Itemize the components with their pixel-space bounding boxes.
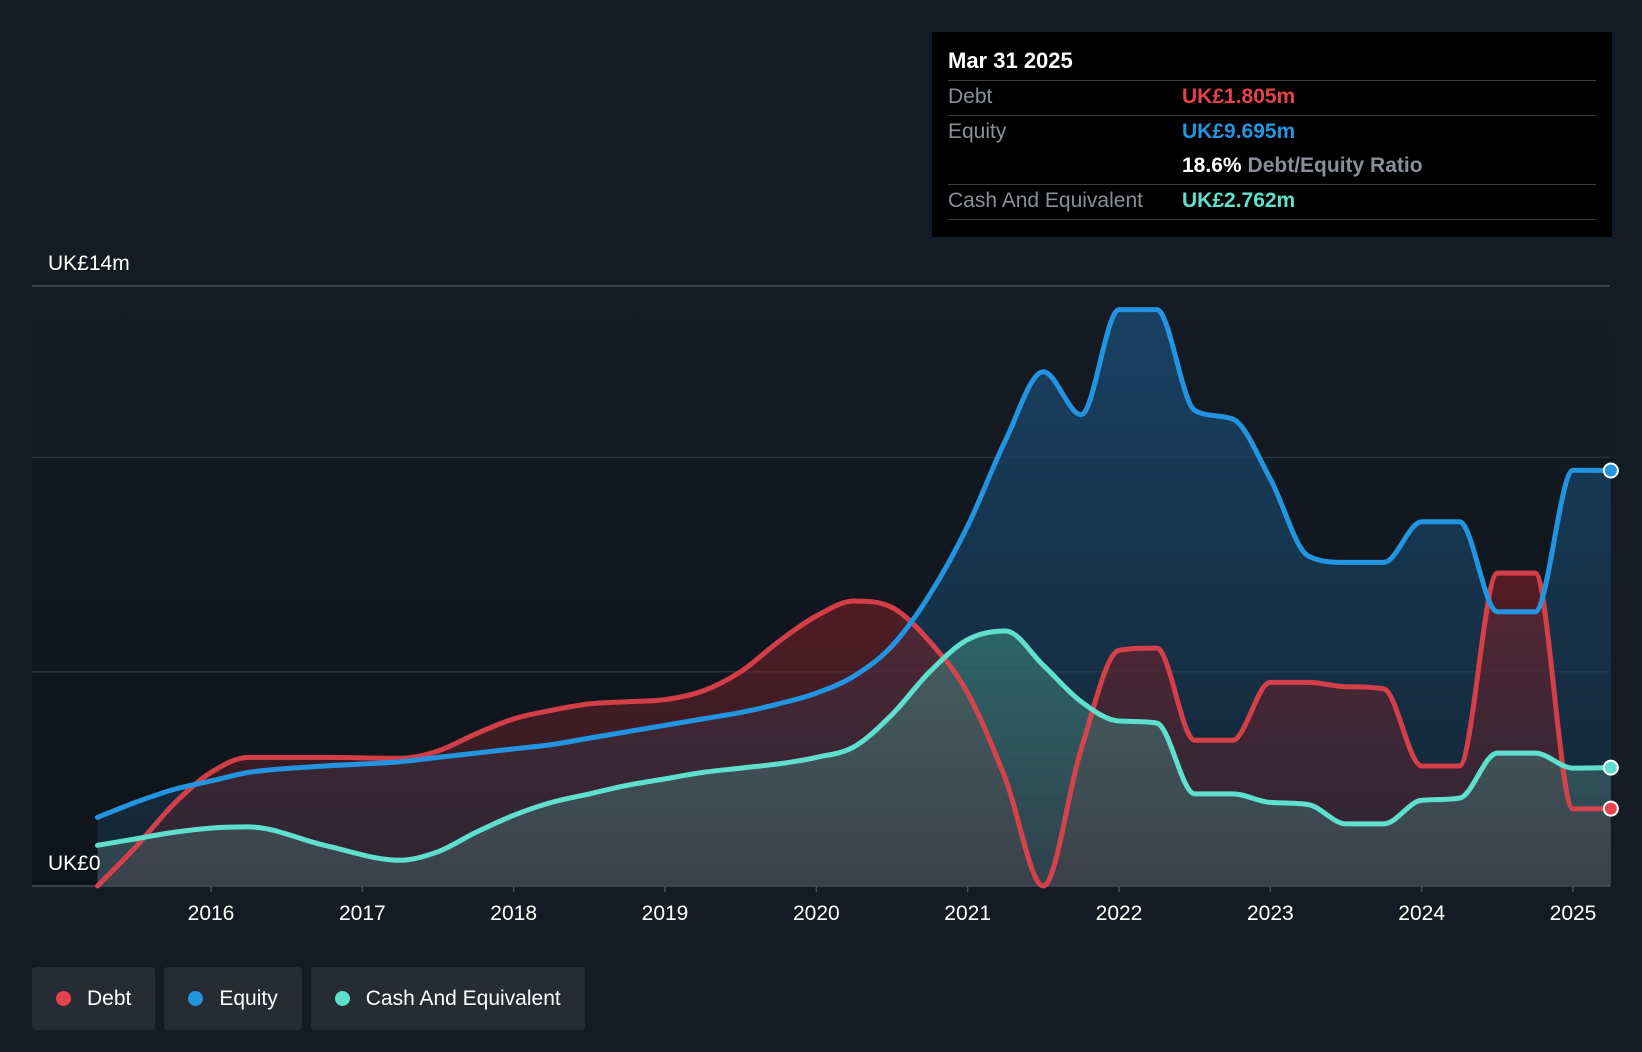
tooltip-ratio-label: Debt/Equity Ratio [1247,154,1423,177]
tooltip-date: Mar 31 2025 [948,46,1596,81]
tooltip-debt-label: Debt [948,85,993,108]
series-endpoints [1602,462,1619,817]
cash-end-point[interactable] [1602,759,1619,776]
tooltip-cash-row: Cash And Equivalent UK£2.762m [948,185,1596,220]
x-tick-label: 2020 [793,902,840,925]
x-tick-label: 2018 [490,902,537,925]
cash-line [95,628,1614,863]
x-tick-label: 2023 [1247,902,1294,925]
equity-dot-icon [188,991,204,1006]
x-tick-label: 2017 [339,902,386,925]
x-tick-label: 2024 [1398,902,1445,925]
legend-item-equity[interactable]: Equity [164,967,302,1030]
x-tick-label: 2025 [1550,902,1597,925]
legend-label-debt: Debt [87,986,132,1010]
tooltip-cash-value: UK£2.762m [1182,189,1296,212]
tooltip-debt-row: Debt UK£1.805m [948,81,1596,116]
x-axis: 2016 2017 2018 2019 2020 2021 2022 2023 2024 2025 [188,886,1597,925]
equity-end-point[interactable] [1602,462,1619,479]
tooltip-ratio-row: 18.6% Debt/Equity Ratio [948,150,1596,185]
x-tick-label: 2019 [642,902,689,925]
equity-line [95,307,1614,820]
tooltip-equity-value: UK£9.695m [1182,120,1296,143]
series-lines [95,307,1614,889]
legend-label-equity: Equity [219,986,278,1010]
x-tick-label: 2016 [188,902,235,925]
tooltip-debt-value: UK£1.805m [1182,85,1296,108]
tooltip-equity-label: Equity [948,120,1007,143]
legend-item-cash[interactable]: Cash And Equivalent [310,967,585,1030]
tooltip-cash-label: Cash And Equivalent [948,189,1143,212]
y-bottom-label: UK£0 [48,852,101,875]
y-top-label: UK£14m [48,252,130,275]
chart: 2016 2017 2018 2019 2020 2021 2022 2023 2024 2025… [32,252,1619,925]
tooltip-ratio-value: 18.6% [1182,154,1242,177]
tooltip: Mar 31 2025 Debt UK£1.805m Equity UK£9.6… [932,32,1612,237]
cash-dot-icon [334,991,350,1006]
tooltip-equity-row: Equity UK£9.695m [948,116,1596,150]
debt-line [95,570,1614,889]
legend: Debt Equity Cash And Equivalent [32,967,585,1030]
debt-end-point[interactable] [1602,800,1619,817]
x-tick-label: 2021 [944,902,991,925]
debt-dot-icon [56,991,71,1006]
x-tick-label: 2022 [1096,902,1143,925]
legend-item-debt[interactable]: Debt [32,967,156,1030]
legend-label-cash: Cash And Equivalent [365,986,561,1010]
cash-area [97,631,1611,886]
